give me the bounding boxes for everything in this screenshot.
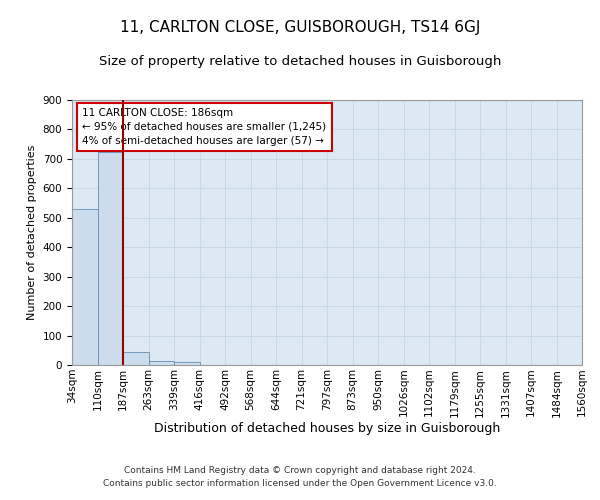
Bar bbox=[97, 152, 123, 365]
X-axis label: Distribution of detached houses by size in Guisborough: Distribution of detached houses by size … bbox=[154, 422, 500, 435]
Text: 11 CARLTON CLOSE: 186sqm
← 95% of detached houses are smaller (1,245)
4% of semi: 11 CARLTON CLOSE: 186sqm ← 95% of detach… bbox=[82, 108, 326, 146]
Bar bbox=[174, 362, 199, 365]
Bar bbox=[72, 209, 97, 365]
Text: Contains HM Land Registry data © Crown copyright and database right 2024.
Contai: Contains HM Land Registry data © Crown c… bbox=[103, 466, 497, 487]
Text: Size of property relative to detached houses in Guisborough: Size of property relative to detached ho… bbox=[99, 55, 501, 68]
Bar bbox=[149, 362, 174, 365]
Bar bbox=[123, 352, 149, 365]
Text: 11, CARLTON CLOSE, GUISBOROUGH, TS14 6GJ: 11, CARLTON CLOSE, GUISBOROUGH, TS14 6GJ bbox=[120, 20, 480, 35]
Y-axis label: Number of detached properties: Number of detached properties bbox=[27, 145, 37, 320]
